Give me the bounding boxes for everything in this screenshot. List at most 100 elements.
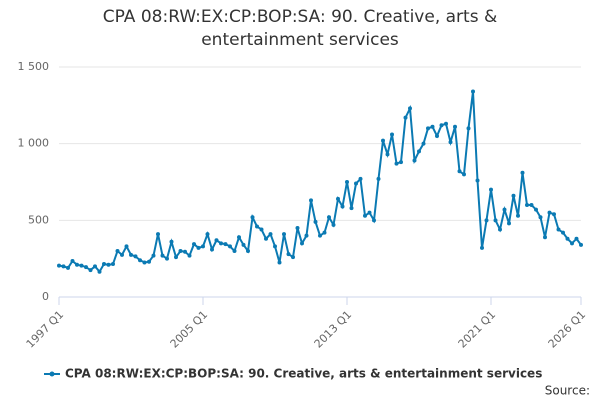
data-point [174,255,178,260]
data-point [336,196,340,201]
source: Source: [545,384,590,398]
data-point [201,244,205,249]
data-point [205,232,210,237]
data-point [466,126,471,131]
data-point [160,253,165,258]
data-point [565,236,570,241]
data-point [507,221,511,226]
data-point [552,212,556,217]
data-point [250,215,255,220]
data-point [489,187,493,192]
data-point [354,181,358,186]
data-point [340,204,345,209]
data-point [448,140,453,145]
data-point [574,236,579,241]
data-point [97,269,102,274]
x-tick-label: 2026 Q1 [546,308,589,351]
data-point [268,232,273,237]
data-point [151,253,156,258]
data-point [309,198,313,203]
data-point [255,224,259,229]
x-tick-label: 2021 Q1 [456,308,499,351]
data-point [529,203,534,207]
data-point [300,241,304,246]
x-tick-label: 2005 Q1 [168,308,211,351]
data-point [187,253,192,258]
data-point [196,245,201,250]
data-point [385,152,390,157]
data-point [313,219,318,224]
data-point [169,239,174,244]
data-point [214,238,219,243]
data-point [480,245,484,250]
y-tick-label: 1 500 [18,60,50,73]
data-point [223,242,228,247]
data-point [502,207,507,212]
data-point [183,249,187,254]
data-point [295,226,300,230]
data-point [547,210,552,215]
data-point [115,249,120,253]
y-tick-label: 500 [28,213,49,226]
data-point [534,207,538,212]
data-point [88,268,93,273]
data-point [57,263,61,268]
data-point [147,259,151,264]
data-point [178,249,183,253]
data-point [286,252,291,257]
x-tick-label: 2013 Q1 [312,308,355,351]
data-point [237,235,241,240]
data-point [556,227,561,232]
data-point [363,213,367,218]
data-point [561,230,565,235]
data-point [376,176,381,181]
data-point [246,249,250,253]
data-point [273,244,277,249]
data-point [93,264,97,269]
data-point [327,215,331,220]
data-point [372,218,376,223]
data-point [264,236,268,241]
data-point [259,227,264,232]
data-point [349,206,354,211]
data-point [439,123,444,128]
data-point [471,89,475,94]
data-point [156,232,160,237]
data-point [241,242,246,247]
data-point [457,169,462,174]
data-point [538,215,543,220]
data-point [133,254,138,259]
data-point [444,121,448,126]
data-point [66,265,70,270]
data-point [525,203,529,207]
data-point [543,235,547,240]
data-point [516,213,520,218]
data-point [511,193,516,198]
data-point [498,227,502,232]
data-point [106,262,111,267]
data-point [120,252,124,257]
data-point [570,241,574,246]
data-point [394,161,399,166]
data-point [75,262,79,267]
data-point [142,260,147,265]
data-point [453,124,457,129]
data-point [192,242,196,247]
data-point [421,141,426,146]
data-point [381,138,385,143]
data-point [111,262,115,267]
data-point [412,158,417,163]
y-tick-label: 0 [42,290,49,303]
y-tick-label: 1 000 [18,137,50,150]
data-point [79,263,84,268]
data-point [462,172,466,177]
series-line [58,91,582,274]
data-point [426,126,430,131]
data-point [70,258,75,263]
data-point [124,244,129,249]
data-point [417,149,421,154]
data-point [403,115,408,120]
data-point [102,262,106,267]
